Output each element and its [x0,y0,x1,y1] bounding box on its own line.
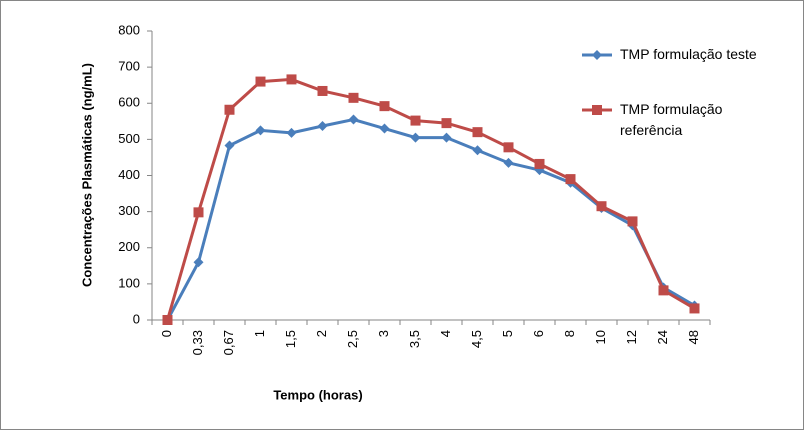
x-tick-label: 48 [686,330,701,344]
x-tick-label: 3 [376,330,391,337]
point-marker [255,125,266,136]
x-tick-label: 2 [314,330,329,337]
x-tick-label: 0,67 [221,330,236,355]
point-marker [627,216,638,227]
point-marker [193,207,204,218]
point-marker [596,201,607,212]
point-marker [317,121,328,132]
point-marker [410,115,421,126]
point-marker [472,127,483,138]
y-tick-label: 700 [118,59,140,74]
point-marker [348,114,359,125]
legend-marker [592,50,602,60]
point-marker [255,76,266,87]
y-tick-label: 200 [118,239,140,254]
y-axis-title: Concentrações Plasmáticas (ng/mL) [79,63,94,287]
y-tick-label: 500 [118,131,140,146]
x-tick-label: 24 [655,330,670,344]
y-tick-label: 600 [118,95,140,110]
x-tick-label: 2,5 [345,330,360,348]
point-marker [441,118,452,129]
point-marker [410,132,421,143]
point-marker [162,315,173,325]
y-tick-label: 0 [133,311,140,326]
x-tick-label: 10 [593,330,608,344]
point-marker [658,285,669,296]
point-marker [224,104,235,115]
legend-label: TMP formulação referência [620,101,723,138]
point-marker [286,74,297,85]
point-marker [503,142,514,153]
x-tick-label: 8 [562,330,577,337]
x-tick-label: 12 [624,330,639,344]
x-tick-label: 0,33 [190,330,205,355]
x-axis-title: Tempo (horas) [273,387,362,402]
point-marker [379,123,390,134]
series-line [166,117,696,321]
legend-label: TMP formulação teste [620,46,757,62]
x-tick-label: 3,5 [407,330,422,348]
point-marker [565,174,576,185]
point-marker [379,101,390,112]
point-marker [689,303,700,314]
x-tick-label: 6 [531,330,546,337]
point-marker [348,92,359,103]
x-tick-label: 1,5 [283,330,298,348]
x-tick-label: 5 [500,330,515,337]
point-marker [224,140,235,151]
point-marker [193,257,204,268]
x-tick-label: 0 [159,330,174,337]
y-tick-label: 300 [118,203,140,218]
point-marker [286,127,297,138]
x-tick-label: 4 [438,330,453,337]
legend-marker [592,105,602,115]
x-tick-label: 1 [252,330,267,337]
point-marker [472,145,483,156]
x-tick-label: 4,5 [469,330,484,348]
point-marker [317,85,328,96]
y-tick-label: 400 [118,167,140,182]
y-tick-label: 100 [118,275,140,290]
series-line [166,77,696,321]
point-marker [503,157,514,168]
point-marker [441,132,452,143]
y-tick-label: 800 [118,22,140,37]
point-marker [534,158,545,169]
